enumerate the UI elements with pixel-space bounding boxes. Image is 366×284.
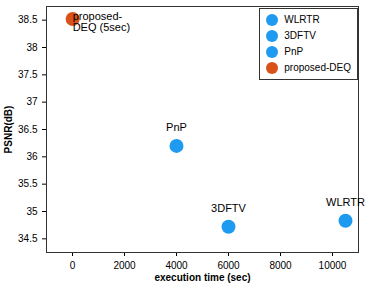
svg-text:8000: 8000 (269, 260, 292, 271)
svg-text:2000: 2000 (113, 260, 136, 271)
svg-text:38: 38 (26, 42, 38, 53)
svg-text:36.5: 36.5 (18, 124, 38, 135)
svg-text:3DFTV: 3DFTV (211, 202, 247, 214)
svg-text:36: 36 (26, 151, 38, 162)
svg-text:PSNR(dB): PSNR(dB) (3, 106, 14, 154)
svg-text:37.5: 37.5 (18, 69, 38, 80)
svg-text:38.5: 38.5 (18, 14, 38, 25)
svg-text:10000: 10000 (319, 260, 347, 271)
html-text:3DFTV: 3DFTV (284, 30, 316, 41)
svg-text:execution time (sec): execution time (sec) (154, 272, 250, 283)
svg-text:PnP: PnP (166, 121, 187, 133)
svg-text:6000: 6000 (217, 260, 240, 271)
svg-text:37: 37 (26, 96, 38, 107)
svg-text:35: 35 (26, 206, 38, 217)
svg-text:35.5: 35.5 (18, 178, 38, 189)
svg-text:WLRTR: WLRTR (326, 196, 365, 208)
svg-text:34.5: 34.5 (18, 233, 38, 244)
svg-text:proposed-DEQ (5sec): proposed-DEQ (5sec) (73, 10, 130, 33)
svg-text:4000: 4000 (165, 260, 188, 271)
html-text:WLRTR: WLRTR (284, 14, 320, 25)
html-text:PnP: PnP (284, 46, 304, 57)
html-text:proposed-DEQ: proposed-DEQ (284, 62, 351, 73)
svg-text:0: 0 (70, 260, 76, 271)
